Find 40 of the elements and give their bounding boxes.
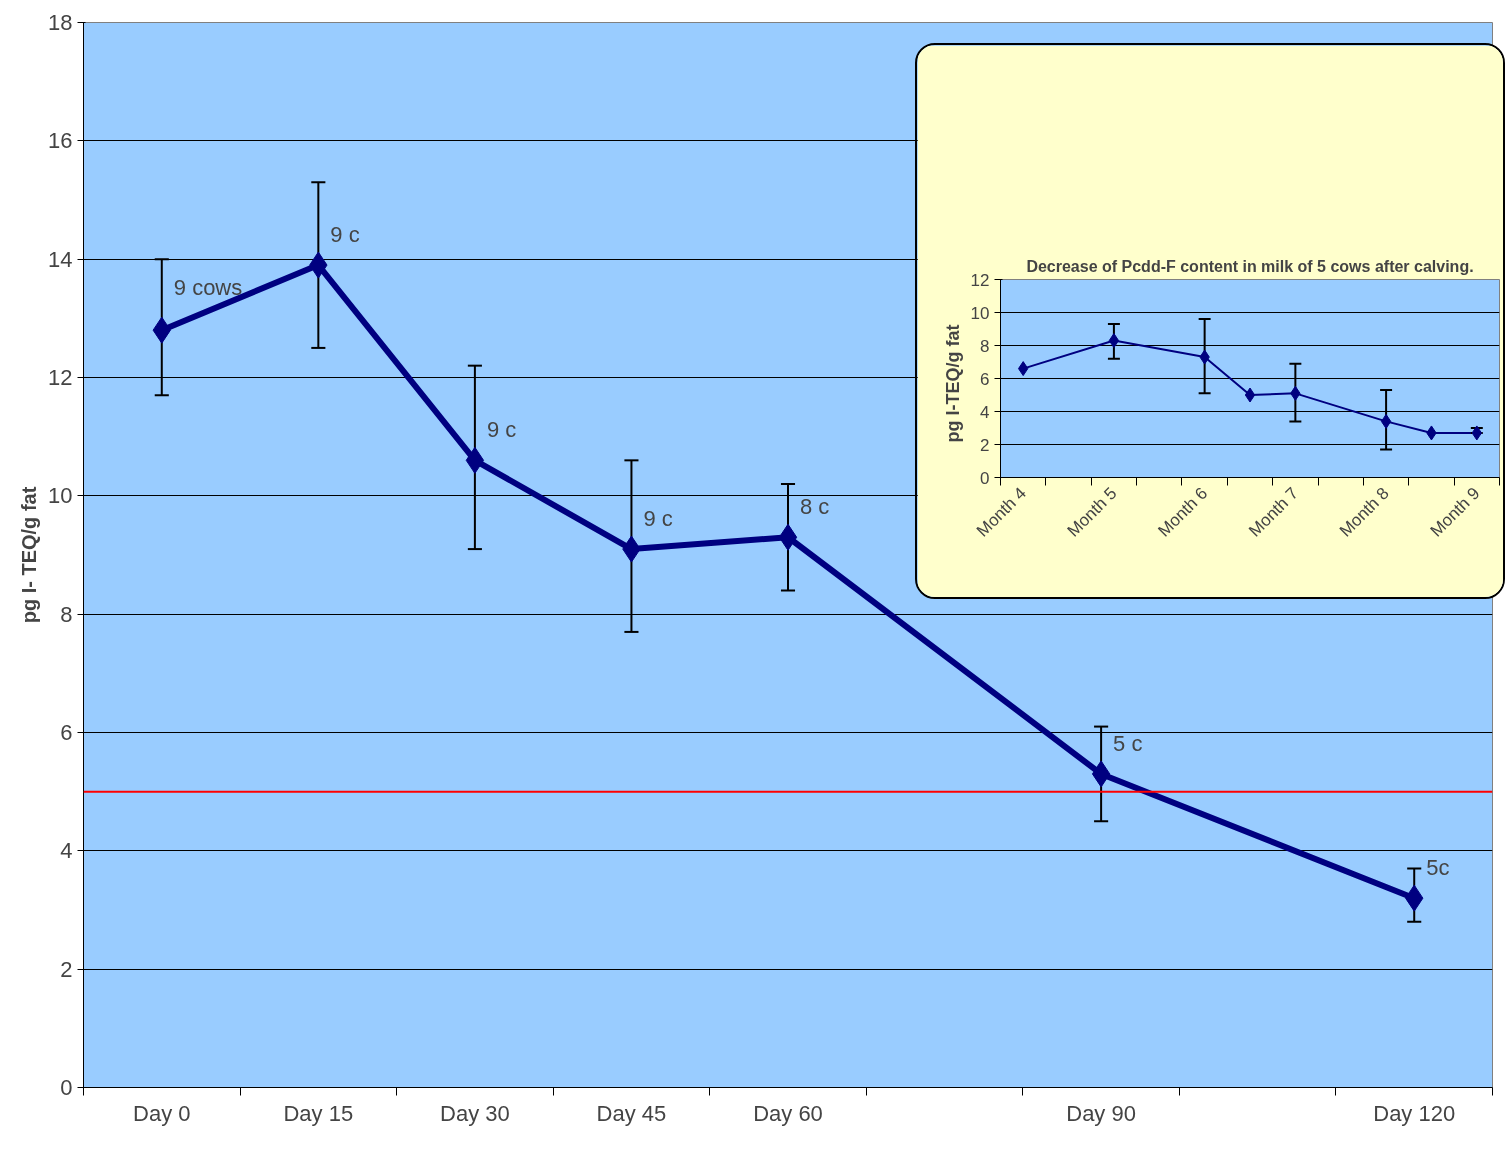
x-tick-label: Day 15 [283,1100,354,1126]
y-axis-title: pg I-TEQ/g fat [942,324,963,443]
point [1091,760,1111,788]
y-tick-label: 0 [60,1075,73,1100]
chart-title: Decrease of Pcdd-F content in milk of 5 cows after calving. [1026,257,1474,275]
x-tick-label: Day 90 [1066,1100,1136,1126]
x-tick-label: Day 45 [596,1100,667,1126]
annotation: 9 cows [173,275,243,301]
annotation: 9 c [330,222,360,248]
point [1380,413,1392,429]
point [1108,333,1120,349]
x-tick-label: Day 120 [1373,1100,1456,1126]
y-tick-label: 2 [60,956,73,982]
y-tick-label: 14 [48,246,73,272]
annotation: 5c [1426,855,1450,881]
y-tick-label: 2 [980,435,990,455]
y-tick-label: 12 [48,365,73,390]
point [1244,387,1256,403]
annotation: 5 c [1113,730,1143,756]
x-tick-label: Day 30 [440,1100,510,1126]
annotation: 8 c [800,494,830,520]
x-tick-label: Day 0 [133,1100,191,1126]
x-tick-label: Day 60 [753,1100,823,1126]
y-tick-label: 10 [970,303,990,323]
y-tick-label: 10 [48,483,73,509]
y-tick-label: 16 [48,128,73,154]
y-tick-label: 8 [60,601,73,627]
point [778,523,798,551]
y-tick-label: 0 [980,468,990,488]
y-tick-label: 4 [980,402,990,422]
y-tick-label: 6 [980,369,990,389]
y-tick-label: 8 [980,336,990,356]
annotation: 9 c [486,417,517,443]
y-tick-label: 4 [60,838,73,864]
y-axis-title: pg I- TEQ/g fat [18,486,41,624]
point [465,446,485,474]
annotation: 9 c [643,506,673,532]
y-tick-label: 12 [970,270,990,290]
y-tick-label: 18 [48,10,73,35]
y-tick-label: 6 [60,720,73,745]
